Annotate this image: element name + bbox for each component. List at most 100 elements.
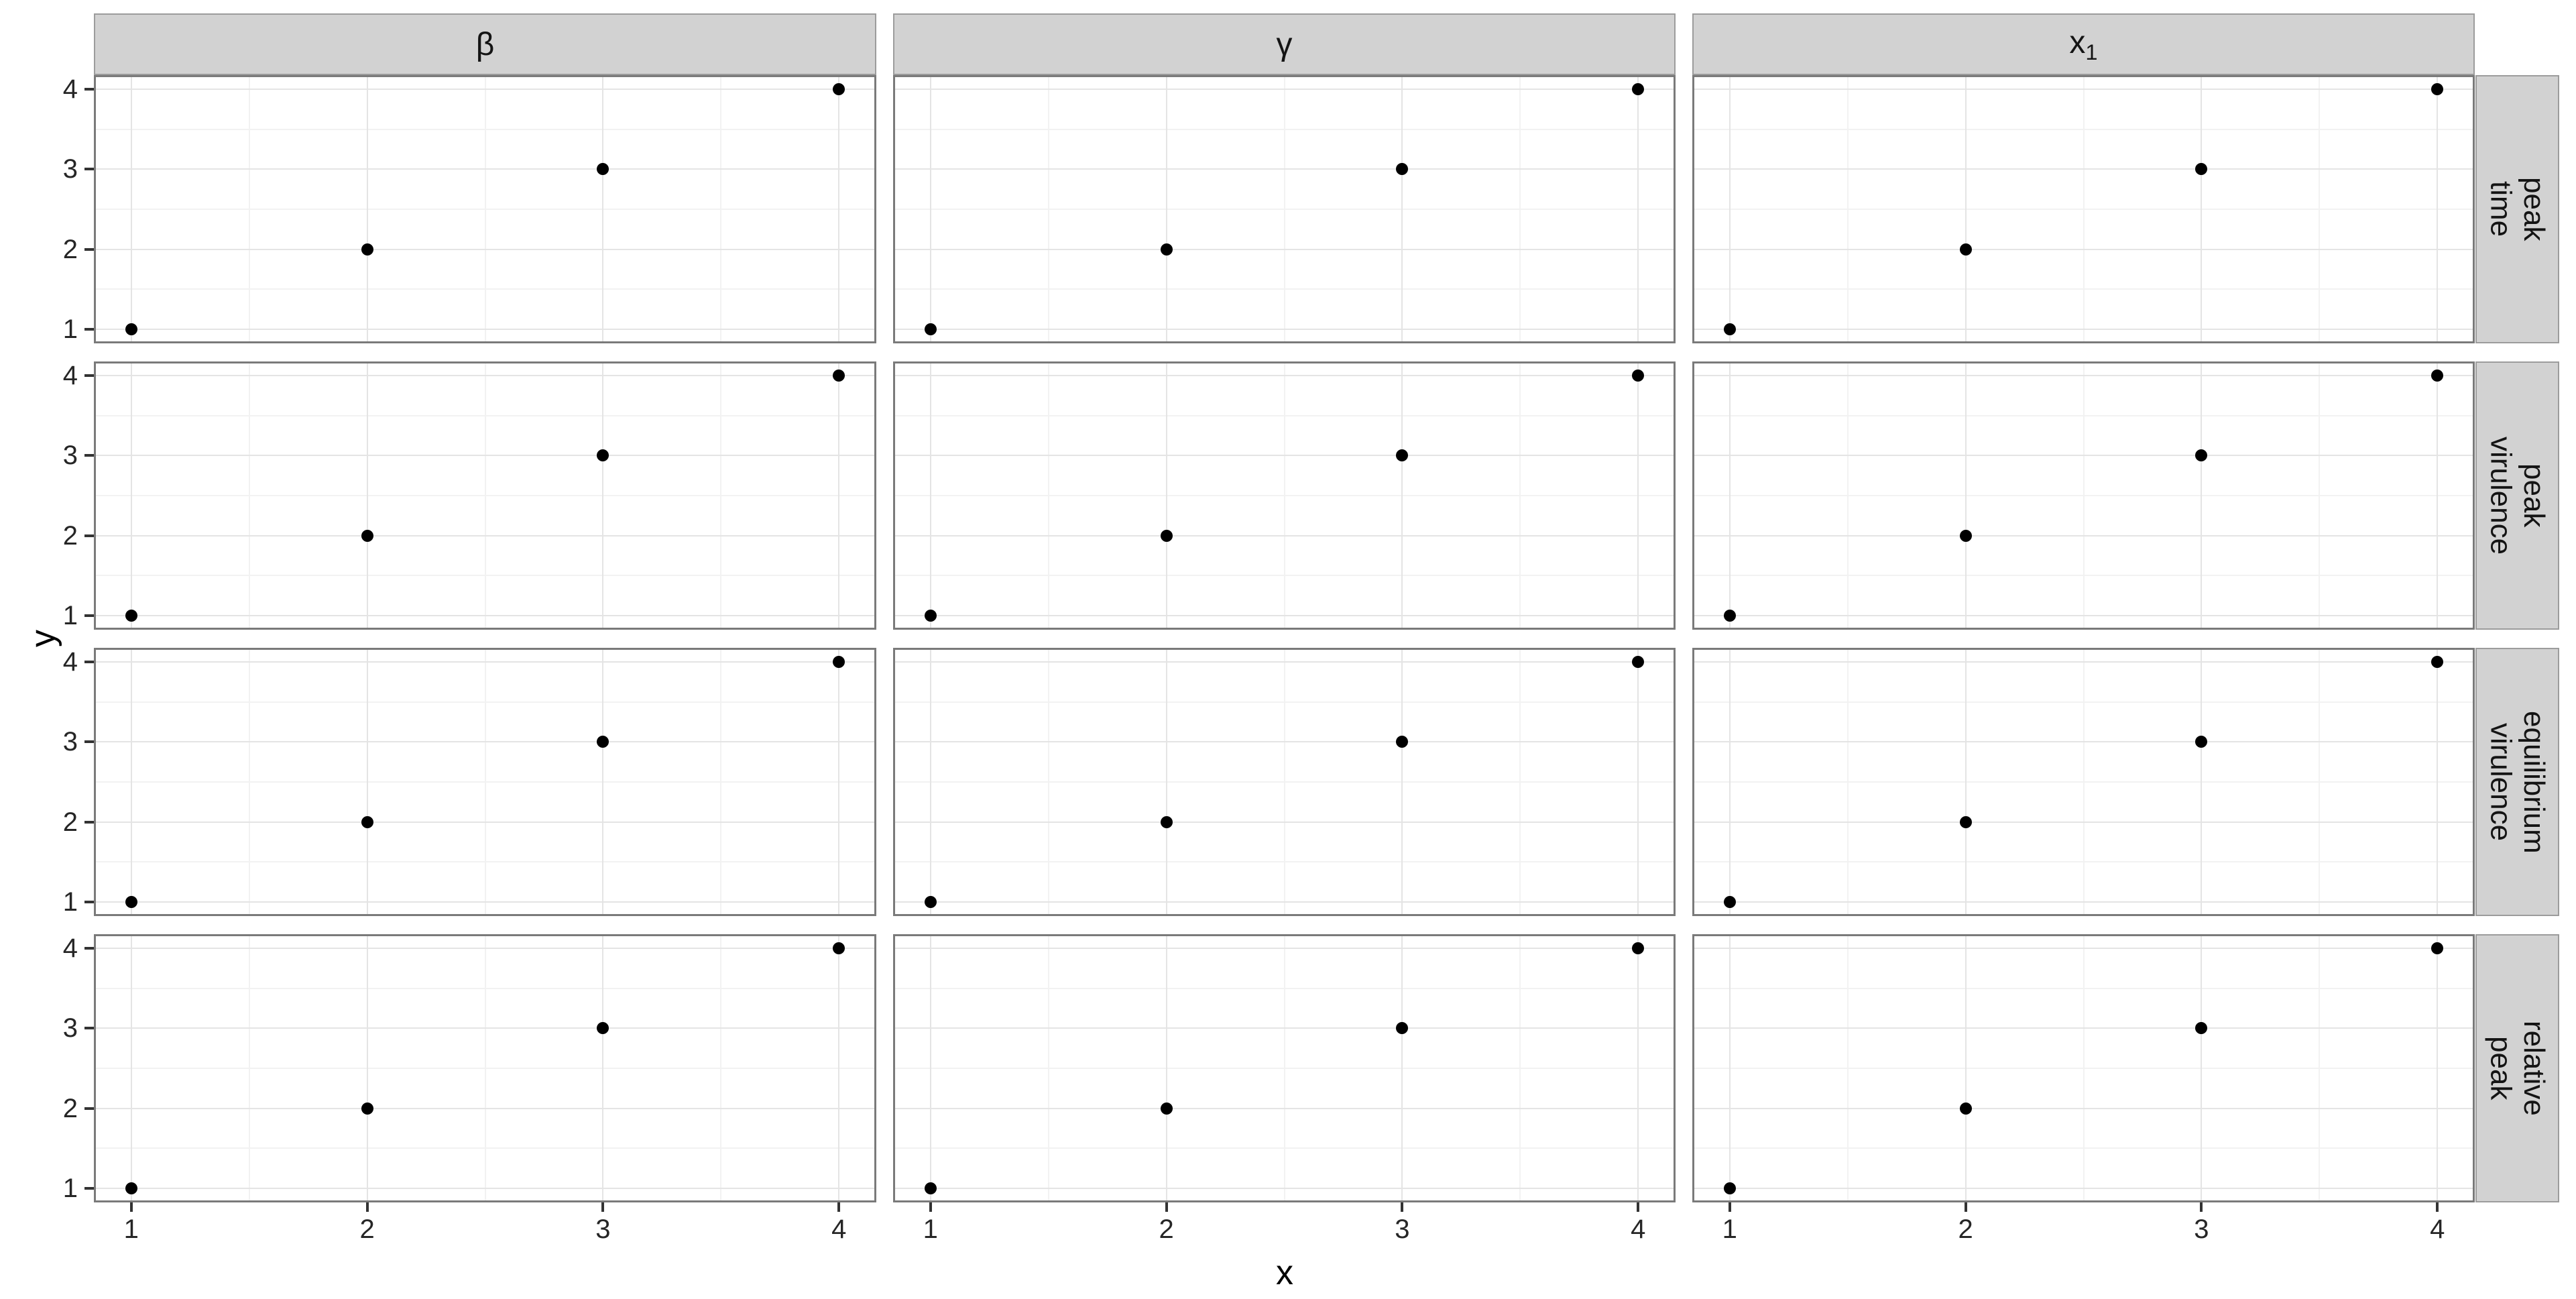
- x-tick-label: 3: [595, 1215, 611, 1244]
- data-point: [125, 896, 137, 909]
- y-tick-mark: [84, 946, 94, 950]
- major-gridline-vertical: [1401, 936, 1403, 1200]
- facet-row-label: equilibrium virulence: [2484, 710, 2551, 854]
- major-gridline-horizontal: [895, 821, 1674, 823]
- minor-gridline-horizontal: [96, 1068, 874, 1069]
- minor-gridline-vertical: [2319, 77, 2321, 341]
- facet-panel: [893, 934, 1676, 1202]
- facet-panel: [94, 75, 876, 343]
- major-gridline-vertical: [2201, 650, 2203, 914]
- minor-gridline-vertical: [720, 650, 722, 914]
- minor-gridline-horizontal: [96, 495, 874, 496]
- minor-gridline-horizontal: [895, 781, 1674, 783]
- major-gridline-horizontal: [1694, 248, 2473, 250]
- x-tick-mark: [365, 1202, 369, 1212]
- major-gridline-vertical: [1729, 650, 1731, 914]
- major-gridline-vertical: [1637, 936, 1639, 1200]
- data-point: [924, 896, 937, 909]
- data-point: [924, 610, 937, 622]
- minor-gridline-horizontal: [96, 781, 874, 783]
- data-point: [361, 815, 373, 828]
- major-gridline-vertical: [1165, 936, 1167, 1200]
- major-gridline-horizontal: [895, 88, 1674, 90]
- major-gridline-vertical: [838, 363, 840, 628]
- data-point: [1632, 942, 1645, 954]
- major-gridline-vertical: [929, 650, 931, 914]
- minor-gridline-vertical: [720, 936, 722, 1200]
- minor-gridline-horizontal: [96, 987, 874, 989]
- major-gridline-vertical: [366, 363, 368, 628]
- minor-gridline-horizontal: [895, 987, 1674, 989]
- facet-row-strip: peak time: [2475, 75, 2559, 343]
- data-point: [2195, 163, 2208, 176]
- major-gridline-horizontal: [96, 1188, 874, 1190]
- x-tick-mark: [1165, 1202, 1168, 1212]
- y-tick-label: 2: [62, 807, 78, 837]
- major-gridline-horizontal: [1694, 455, 2473, 457]
- facet-column-strip: β: [94, 13, 876, 75]
- major-gridline-horizontal: [96, 248, 874, 250]
- x-tick-label: 1: [1722, 1215, 1737, 1244]
- x-tick-label: 4: [1631, 1215, 1646, 1244]
- major-gridline-vertical: [602, 363, 604, 628]
- facet-row-label: peak virulence: [2484, 436, 2551, 555]
- minor-gridline-vertical: [1519, 77, 1521, 341]
- y-tick-label: 1: [62, 1174, 78, 1204]
- major-gridline-vertical: [366, 650, 368, 914]
- x-tick-label: 1: [123, 1215, 139, 1244]
- major-gridline-horizontal: [1694, 741, 2473, 743]
- major-gridline-vertical: [929, 363, 931, 628]
- facet-row-label: relative peak: [2484, 1021, 2551, 1116]
- data-point: [1959, 815, 1972, 828]
- y-tick-mark: [84, 168, 94, 171]
- major-gridline-horizontal: [895, 374, 1674, 376]
- data-point: [1723, 323, 1736, 336]
- y-tick-label: 1: [62, 887, 78, 917]
- facet-panel: [1692, 75, 2475, 343]
- x-tick-mark: [601, 1202, 605, 1212]
- y-tick-mark: [84, 901, 94, 904]
- facet-panel: [94, 934, 876, 1202]
- major-gridline-vertical: [1401, 650, 1403, 914]
- major-gridline-horizontal: [1694, 88, 2473, 90]
- major-gridline-vertical: [838, 650, 840, 914]
- facet-column-label-subscript: 1: [2085, 39, 2098, 64]
- data-point: [833, 82, 845, 95]
- minor-gridline-horizontal: [1694, 987, 2473, 989]
- minor-gridline-vertical: [1519, 363, 1521, 628]
- y-tick-label: 4: [62, 646, 78, 677]
- major-gridline-vertical: [1729, 936, 1731, 1200]
- data-point: [361, 243, 373, 256]
- major-gridline-horizontal: [895, 329, 1674, 331]
- major-gridline-vertical: [130, 650, 132, 914]
- minor-gridline-vertical: [2319, 363, 2321, 628]
- minor-gridline-horizontal: [1694, 414, 2473, 416]
- data-point: [2431, 942, 2444, 954]
- minor-gridline-vertical: [2319, 936, 2321, 1200]
- major-gridline-horizontal: [1694, 534, 2473, 536]
- minor-gridline-horizontal: [1694, 128, 2473, 130]
- data-point: [1959, 243, 1972, 256]
- major-gridline-horizontal: [895, 615, 1674, 617]
- minor-gridline-horizontal: [96, 209, 874, 210]
- major-gridline-vertical: [1965, 77, 1967, 341]
- x-tick-mark: [2200, 1202, 2203, 1212]
- major-gridline-horizontal: [96, 947, 874, 949]
- data-point: [924, 1182, 937, 1195]
- major-gridline-vertical: [1401, 77, 1403, 341]
- y-tick-mark: [84, 660, 94, 663]
- major-gridline-vertical: [1401, 363, 1403, 628]
- minor-gridline-horizontal: [96, 414, 874, 416]
- major-gridline-horizontal: [96, 615, 874, 617]
- major-gridline-vertical: [602, 936, 604, 1200]
- major-gridline-horizontal: [895, 1107, 1674, 1109]
- data-point: [1396, 163, 1409, 176]
- major-gridline-horizontal: [895, 901, 1674, 903]
- data-point: [597, 736, 609, 748]
- y-tick-label: 3: [62, 154, 78, 184]
- data-point: [2195, 1022, 2208, 1035]
- facet-panel: [94, 648, 876, 916]
- facet-row-strip: equilibrium virulence: [2475, 648, 2559, 916]
- major-gridline-horizontal: [96, 88, 874, 90]
- major-gridline-vertical: [2201, 363, 2203, 628]
